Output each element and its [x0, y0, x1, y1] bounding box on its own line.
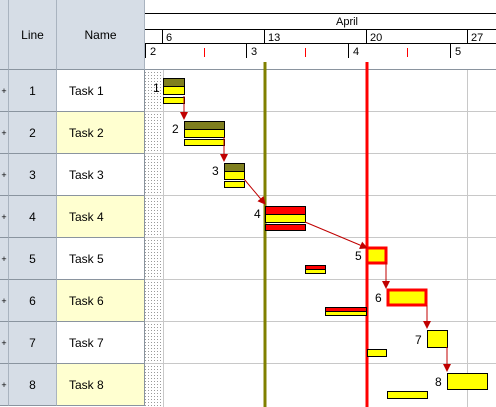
actual-bar[interactable]	[163, 97, 185, 104]
table-row[interactable]: + 5 Task 5	[0, 238, 145, 280]
expand-icon[interactable]: +	[0, 280, 9, 322]
baseline-bar[interactable]	[184, 121, 225, 130]
critical-task-bar[interactable]	[386, 288, 428, 307]
actual-bar[interactable]	[224, 181, 245, 188]
table-row[interactable]: + 4 Task 4	[0, 196, 145, 238]
row-line-number: 6	[9, 280, 57, 322]
task-bar[interactable]	[427, 330, 448, 348]
day-label: 3	[251, 46, 257, 58]
table-row[interactable]: + 2 Task 2	[0, 112, 145, 154]
baseline-bar[interactable]	[305, 269, 326, 274]
row-line-number: 8	[9, 364, 57, 406]
bar-label: 2	[172, 122, 179, 136]
row-task-name[interactable]: Task 7	[57, 322, 145, 364]
table-row[interactable]: + 8 Task 8	[0, 364, 145, 406]
table-row[interactable]: + 1 Task 1	[0, 70, 145, 112]
row-task-name[interactable]: Task 1	[57, 70, 145, 112]
timeline-header: April 6 13 20 27 2 3 4 5	[145, 0, 496, 70]
dependency-link[interactable]	[243, 178, 266, 205]
gantt-timeline-area[interactable]: April 6 13 20 27 2 3 4 5	[145, 0, 496, 407]
expand-column-header	[0, 0, 9, 70]
baseline-bar[interactable]	[367, 349, 387, 357]
month-label: April	[336, 16, 358, 28]
actual-bar[interactable]	[184, 139, 225, 146]
critical-bar[interactable]	[265, 206, 306, 215]
task-bar[interactable]	[447, 373, 488, 390]
row-line-number: 4	[9, 196, 57, 238]
expand-icon[interactable]: +	[0, 196, 9, 238]
week-label: 13	[268, 32, 280, 44]
bar-label: 5	[355, 249, 362, 263]
task-bar[interactable]	[265, 214, 306, 223]
critical-task-bar[interactable]	[365, 246, 388, 265]
day-label: 4	[353, 46, 359, 58]
bar-label: 6	[375, 291, 382, 305]
week-label: 6	[166, 32, 172, 44]
expand-icon[interactable]: +	[0, 112, 9, 154]
row-line-number: 2	[9, 112, 57, 154]
dependency-link[interactable]	[304, 221, 368, 249]
expand-icon[interactable]: +	[0, 364, 9, 406]
expand-icon[interactable]: +	[0, 238, 9, 280]
bar-label: 8	[435, 375, 442, 389]
task-bar[interactable]	[184, 129, 225, 138]
bar-label: 1	[153, 81, 160, 95]
row-line-number: 1	[9, 70, 57, 112]
bar-label: 4	[254, 207, 261, 221]
week-label: 27	[471, 32, 483, 44]
name-column-header[interactable]: Name	[57, 0, 145, 70]
baseline-bar[interactable]	[387, 391, 428, 399]
table-row[interactable]: + 3 Task 3	[0, 154, 145, 196]
row-line-number: 5	[9, 238, 57, 280]
nonworking-shade	[145, 70, 163, 407]
row-task-name[interactable]: Task 5	[57, 238, 145, 280]
task-bar[interactable]	[163, 86, 185, 95]
chart-grid	[145, 70, 496, 407]
week-label: 20	[370, 32, 382, 44]
day-label: 5	[455, 46, 461, 58]
table-row[interactable]: + 7 Task 7	[0, 322, 145, 364]
row-task-name[interactable]: Task 4	[57, 196, 145, 238]
row-task-name[interactable]: Task 6	[57, 280, 145, 322]
row-line-number: 7	[9, 322, 57, 364]
row-line-number: 3	[9, 154, 57, 196]
row-task-name[interactable]: Task 8	[57, 364, 145, 406]
baseline-bar[interactable]	[325, 311, 367, 316]
baseline-bar[interactable]	[305, 265, 326, 270]
baseline-bar[interactable]	[224, 163, 245, 172]
bar-label: 7	[415, 333, 422, 347]
table-row[interactable]: + 6 Task 6	[0, 280, 145, 322]
actual-bar[interactable]	[265, 224, 306, 231]
bar-label: 3	[212, 164, 219, 178]
task-bar[interactable]	[224, 171, 245, 180]
expand-icon[interactable]: +	[0, 154, 9, 196]
row-task-name[interactable]: Task 3	[57, 154, 145, 196]
expand-icon[interactable]: +	[0, 322, 9, 364]
line-column-header[interactable]: Line	[9, 0, 57, 70]
day-label: 2	[150, 46, 156, 58]
row-task-name[interactable]: Task 2	[57, 112, 145, 154]
baseline-bar[interactable]	[163, 78, 185, 87]
expand-icon[interactable]: +	[0, 70, 9, 112]
baseline-bar[interactable]	[325, 307, 367, 312]
